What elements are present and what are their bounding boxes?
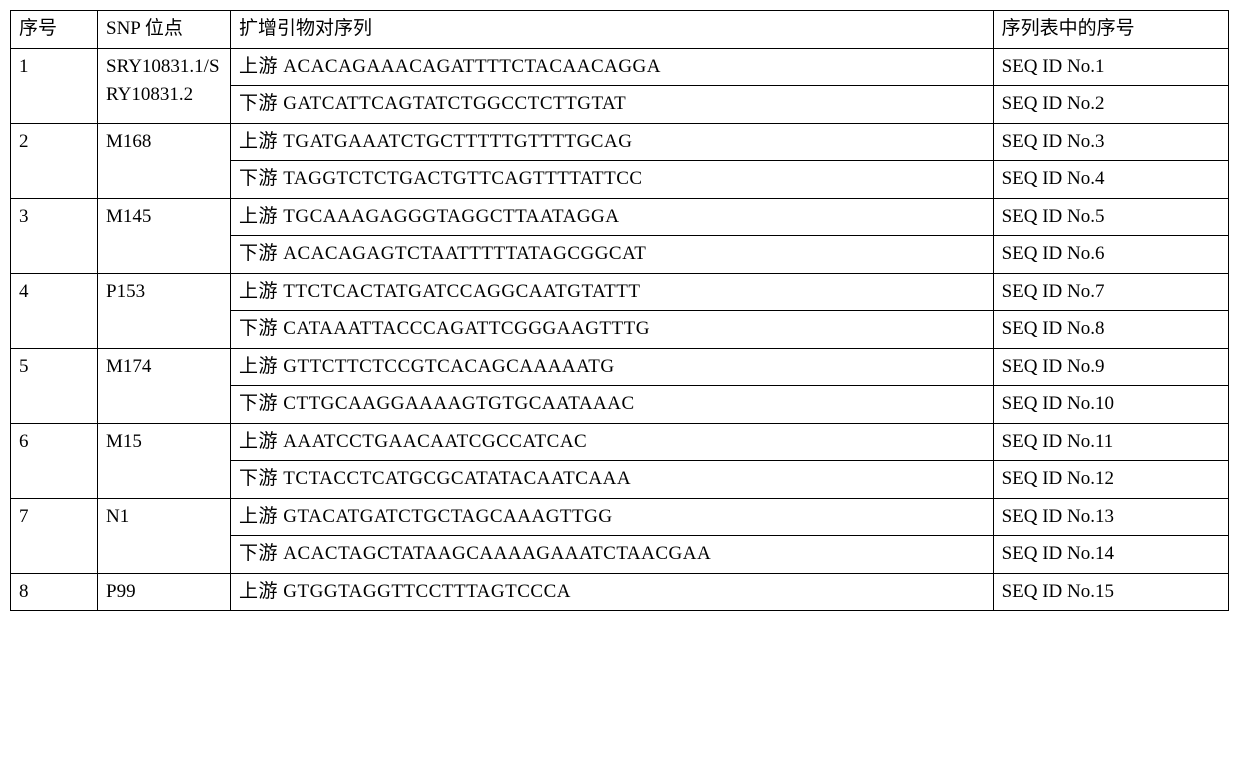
cell-primer: 下游 GATCATTCAGTATCTGGCCTCTTGTAT — [231, 86, 994, 124]
cell-num: 4 — [11, 273, 98, 348]
cell-seqid: SEQ ID No.2 — [993, 86, 1228, 124]
cell-snp: P153 — [98, 273, 231, 348]
cell-primer: 上游 TGCAAAGAGGGTAGGCTTAATAGGA — [231, 198, 994, 236]
cell-num: 3 — [11, 198, 98, 273]
header-snp: SNP 位点 — [98, 11, 231, 49]
table-row: 8 P99 上游 GTGGTAGGTTCCTTTAGTCCCA SEQ ID N… — [11, 573, 1229, 611]
cell-snp: M15 — [98, 423, 231, 498]
cell-num: 6 — [11, 423, 98, 498]
cell-seqid: SEQ ID No.7 — [993, 273, 1228, 311]
cell-snp: N1 — [98, 498, 231, 573]
cell-primer: 上游 ACACAGAAACAGATTTTCTACAACAGGA — [231, 48, 994, 86]
cell-snp: SRY10831.1/SRY10831.2 — [98, 48, 231, 123]
cell-seqid: SEQ ID No.4 — [993, 161, 1228, 199]
cell-primer: 上游 GTACATGATCTGCTAGCAAAGTTGG — [231, 498, 994, 536]
table-row: 6 M15 上游 AAATCCTGAACAATCGCCATCAC SEQ ID … — [11, 423, 1229, 461]
cell-seqid: SEQ ID No.15 — [993, 573, 1228, 611]
cell-num: 8 — [11, 573, 98, 611]
cell-num: 2 — [11, 123, 98, 198]
table-row: 4 P153 上游 TTCTCACTATGATCCAGGCAATGTATTT S… — [11, 273, 1229, 311]
cell-seqid: SEQ ID No.9 — [993, 348, 1228, 386]
cell-primer: 下游 TAGGTCTCTGACTGTTCAGTTTTATTCC — [231, 161, 994, 199]
cell-primer: 下游 CATAAATTACCCAGATTCGGGAAGTTTG — [231, 311, 994, 349]
cell-snp: P99 — [98, 573, 231, 611]
cell-seqid: SEQ ID No.3 — [993, 123, 1228, 161]
table-row: 2 M168 上游 TGATGAAATCTGCTTTTTGTTTTGCAG SE… — [11, 123, 1229, 161]
table-row: 5 M174 上游 GTTCTTCTCCGTCACAGCAAAAATG SEQ … — [11, 348, 1229, 386]
table-header-row: 序号 SNP 位点 扩增引物对序列 序列表中的序号 — [11, 11, 1229, 49]
header-primer: 扩增引物对序列 — [231, 11, 994, 49]
cell-num: 5 — [11, 348, 98, 423]
cell-seqid: SEQ ID No.13 — [993, 498, 1228, 536]
cell-primer: 下游 TCTACCTCATGCGCATATACAATCAAA — [231, 461, 994, 499]
table-row: 1 SRY10831.1/SRY10831.2 上游 ACACAGAAACAGA… — [11, 48, 1229, 86]
cell-snp: M174 — [98, 348, 231, 423]
cell-seqid: SEQ ID No.12 — [993, 461, 1228, 499]
cell-seqid: SEQ ID No.10 — [993, 386, 1228, 424]
cell-primer: 下游 CTTGCAAGGAAAAGTGTGCAATAAAC — [231, 386, 994, 424]
cell-num: 7 — [11, 498, 98, 573]
cell-snp: M145 — [98, 198, 231, 273]
cell-primer: 上游 AAATCCTGAACAATCGCCATCAC — [231, 423, 994, 461]
cell-num: 1 — [11, 48, 98, 123]
cell-seqid: SEQ ID No.6 — [993, 236, 1228, 274]
cell-primer: 下游 ACACTAGCTATAAGCAAAAGAAATCTAACGAA — [231, 536, 994, 574]
cell-seqid: SEQ ID No.8 — [993, 311, 1228, 349]
cell-primer: 上游 GTGGTAGGTTCCTTTAGTCCCA — [231, 573, 994, 611]
header-seqid: 序列表中的序号 — [993, 11, 1228, 49]
table-row: 7 N1 上游 GTACATGATCTGCTAGCAAAGTTGG SEQ ID… — [11, 498, 1229, 536]
cell-seqid: SEQ ID No.14 — [993, 536, 1228, 574]
table-row: 3 M145 上游 TGCAAAGAGGGTAGGCTTAATAGGA SEQ … — [11, 198, 1229, 236]
cell-seqid: SEQ ID No.11 — [993, 423, 1228, 461]
cell-seqid: SEQ ID No.1 — [993, 48, 1228, 86]
cell-seqid: SEQ ID No.5 — [993, 198, 1228, 236]
primer-table: 序号 SNP 位点 扩增引物对序列 序列表中的序号 1 SRY10831.1/S… — [10, 10, 1229, 611]
cell-primer: 上游 GTTCTTCTCCGTCACAGCAAAAATG — [231, 348, 994, 386]
cell-primer: 上游 TGATGAAATCTGCTTTTTGTTTTGCAG — [231, 123, 994, 161]
cell-primer: 下游 ACACAGAGTCTAATTTTTATAGCGGCAT — [231, 236, 994, 274]
cell-primer: 上游 TTCTCACTATGATCCAGGCAATGTATTT — [231, 273, 994, 311]
header-num: 序号 — [11, 11, 98, 49]
cell-snp: M168 — [98, 123, 231, 198]
